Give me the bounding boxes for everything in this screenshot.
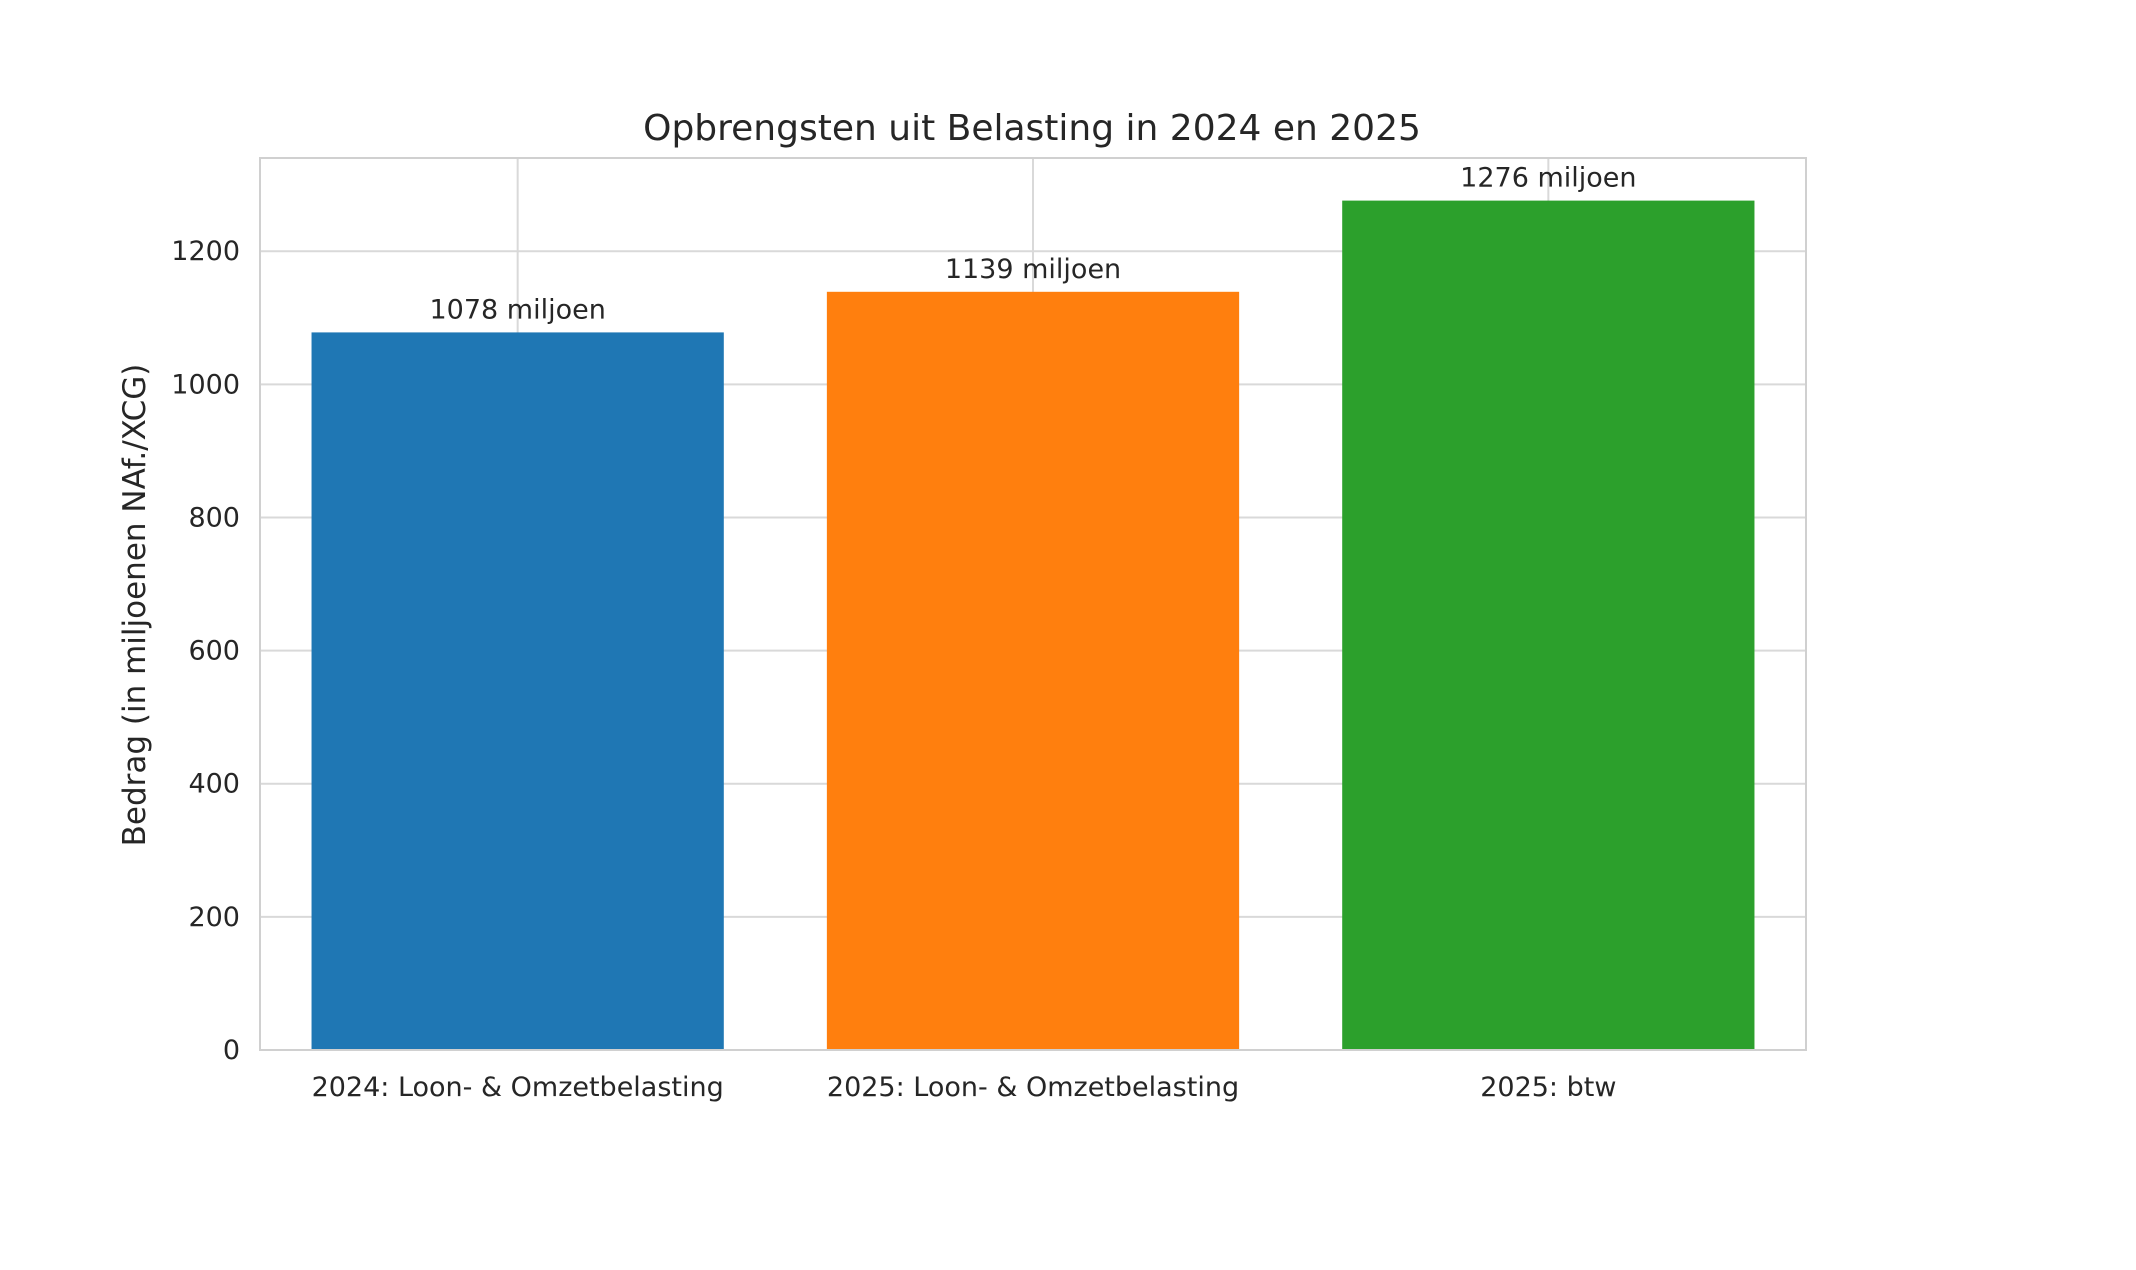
- y-tick-label: 400: [188, 769, 240, 800]
- y-tick-label: 800: [188, 502, 240, 533]
- bar-value-label: 1078 miljoen: [429, 294, 605, 325]
- y-tick-label: 200: [188, 902, 240, 933]
- y-tick-label: 1200: [171, 236, 240, 267]
- bar-value-labels: 1078 miljoen 1139 miljoen 1276 miljoen: [429, 163, 1636, 326]
- plot-frame: [259, 157, 1807, 1051]
- y-tick-labels: 0 200 400 600 800 1000 1200: [171, 236, 240, 1066]
- chart-title: Opbrengsten uit Belasting in 2024 en 202…: [643, 108, 1421, 149]
- y-axis-label: Bedrag (in miljoenen NAf./XCG): [117, 364, 153, 847]
- x-tick-label: 2025: Loon- & Omzetbelasting: [827, 1072, 1239, 1103]
- bar: [826, 291, 1240, 1050]
- x-tick-label: 2024: Loon- & Omzetbelasting: [312, 1072, 724, 1103]
- bar-value-label: 1139 miljoen: [945, 254, 1121, 285]
- x-tick-labels: 2024: Loon- & Omzetbelasting 2025: Loon- …: [312, 1072, 1617, 1103]
- x-tick-label: 2025: btw: [1480, 1072, 1616, 1103]
- y-tick-label: 1000: [171, 369, 240, 400]
- bar: [1342, 200, 1755, 1051]
- bar: [311, 332, 724, 1050]
- bars: [311, 200, 1755, 1051]
- y-tick-label: 0: [223, 1035, 240, 1066]
- y-tick-label: 600: [188, 636, 240, 667]
- bar-value-label: 1276 miljoen: [1460, 163, 1636, 194]
